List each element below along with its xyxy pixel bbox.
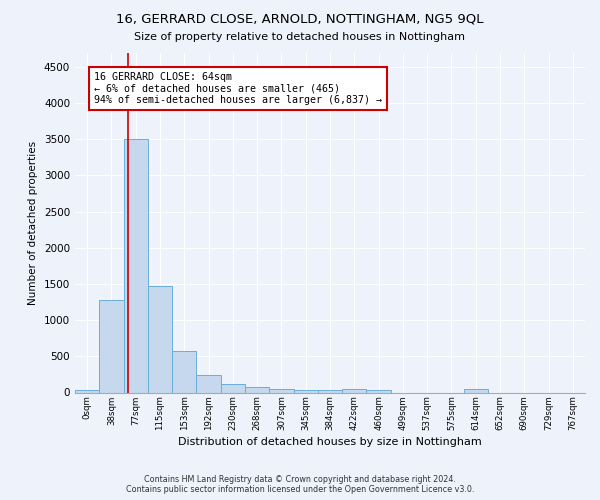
Bar (464, 388, 488, 392)
Bar (245, 386, 269, 392)
Bar (75, 390, 99, 392)
Bar (148, 286, 172, 393)
Bar (293, 390, 318, 392)
Y-axis label: Number of detached properties: Number of detached properties (28, 140, 38, 304)
Text: 16, GERRARD CLOSE, ARNOLD, NOTTINGHAM, NG5 9QL: 16, GERRARD CLOSE, ARNOLD, NOTTINGHAM, N… (116, 12, 484, 26)
Bar (196, 375, 221, 392)
Bar (318, 390, 342, 392)
Bar (342, 388, 367, 392)
Bar (124, 140, 148, 392)
Bar (269, 388, 293, 392)
Bar (172, 350, 196, 393)
Text: 16 GERRARD CLOSE: 64sqm
← 6% of detached houses are smaller (465)
94% of semi-de: 16 GERRARD CLOSE: 64sqm ← 6% of detached… (94, 72, 382, 105)
Bar (99, 300, 124, 392)
X-axis label: Distribution of detached houses by size in Nottingham: Distribution of detached houses by size … (178, 437, 482, 447)
Bar (221, 384, 245, 392)
Text: Contains HM Land Registry data © Crown copyright and database right 2024.
Contai: Contains HM Land Registry data © Crown c… (126, 474, 474, 494)
Text: Size of property relative to detached houses in Nottingham: Size of property relative to detached ho… (134, 32, 466, 42)
Bar (367, 390, 391, 392)
